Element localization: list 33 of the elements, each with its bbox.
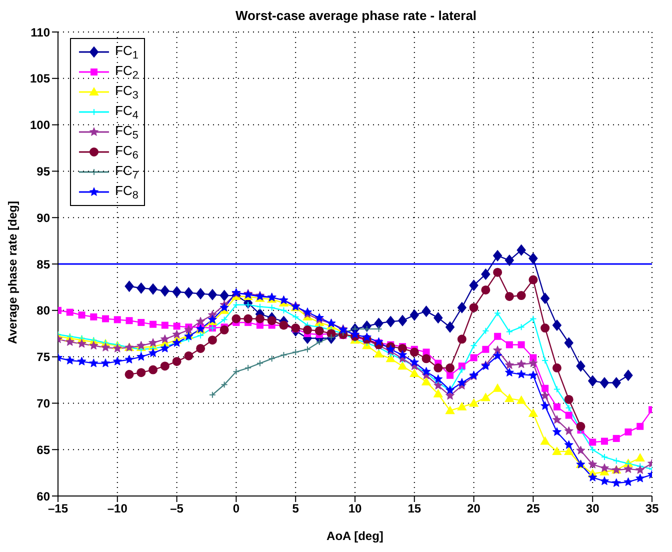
x-axis-title: AoA [deg]	[326, 529, 384, 543]
legend-label: FC$_{6}$	[115, 142, 138, 162]
x-tick-label: 25	[526, 502, 540, 516]
legend-label: FC$_{5}$	[115, 122, 138, 142]
legend-label: FC$_{3}$	[115, 82, 138, 102]
x-tick-label: 10	[348, 502, 362, 516]
x-tick-label: 35	[645, 502, 659, 516]
y-tick-label: 90	[36, 210, 50, 225]
legend-label: FC$_{4}$	[115, 102, 138, 122]
y-tick-label: 95	[36, 164, 50, 178]
legend-label: FC$_{2}$	[115, 62, 138, 82]
x-tick-label: 0	[232, 502, 240, 516]
x-tick-label: –5	[170, 502, 184, 516]
x-tick-label: 15	[408, 502, 422, 516]
y-tick-label: 75	[36, 350, 50, 364]
legend-label: FC$_{7}$	[115, 162, 138, 182]
y-tick-label: 60	[36, 489, 50, 504]
x-tick-label: 30	[586, 502, 600, 516]
y-tick-label: 65	[36, 442, 50, 457]
x-tick-label: 5	[292, 502, 300, 516]
x-tick-label: 20	[467, 502, 481, 516]
legend-label: FC$_{8}$	[115, 182, 138, 202]
y-tick-label: 80	[36, 304, 50, 318]
x-tick-label: –15	[48, 502, 68, 516]
y-tick-label: 85	[36, 257, 50, 272]
y-tick-label: 105	[30, 72, 50, 86]
y-tick-label: 100	[30, 118, 50, 132]
legend-label: FC$_{1}$	[115, 42, 138, 62]
y-tick-label: 110	[30, 25, 50, 40]
y-axis-title: Average phase rate [deg]	[5, 201, 20, 344]
y-tick-label: 70	[36, 396, 50, 410]
x-tick-label: –10	[107, 502, 128, 516]
chart-title: Worst-case average phase rate - lateral	[234, 8, 478, 23]
